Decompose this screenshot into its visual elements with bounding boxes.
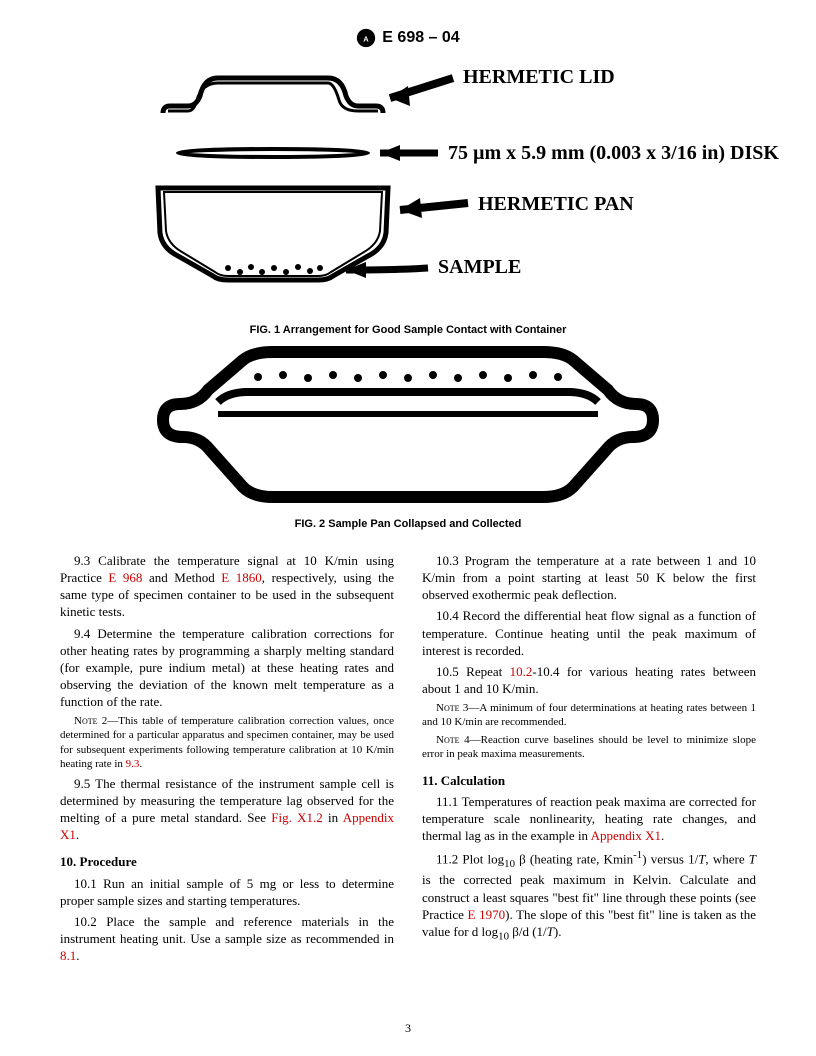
note-3: Note 3—A minimum of four determinations …: [422, 701, 756, 729]
astm-logo-icon: A: [356, 28, 376, 48]
para-11-1: 11.1 Temperatures of reaction peak maxim…: [422, 793, 756, 844]
page-header: A E 698 – 04: [60, 28, 756, 48]
figure-1-svg: [128, 58, 688, 318]
svg-text:A: A: [364, 34, 370, 43]
section-10-head: 10. Procedure: [60, 853, 394, 870]
para-10-3: 10.3 Program the temperature at a rate b…: [422, 552, 756, 603]
para-11-2: 11.2 Plot log10 β (heating rate, Kmin-1)…: [422, 848, 756, 944]
ref-appendix-x1-b[interactable]: Appendix X1: [591, 828, 661, 843]
para-9-4: 9.4 Determine the temperature calibratio…: [60, 625, 394, 711]
note-2: Note 2—This table of temperature calibra…: [60, 714, 394, 770]
right-column: 10.3 Program the temperature at a rate b…: [422, 552, 756, 968]
ref-e968[interactable]: E 968: [108, 570, 142, 585]
left-column: 9.3 Calibrate the temperature signal at …: [60, 552, 394, 968]
fig1-label-pan: HERMETIC PAN: [478, 193, 634, 216]
document-page: A E 698 – 04: [0, 0, 816, 1056]
ref-e1860[interactable]: E 1860: [221, 570, 262, 585]
section-11-head: 11. Calculation: [422, 772, 756, 789]
figure-2-svg: [128, 342, 688, 512]
para-9-5: 9.5 The thermal resistance of the instru…: [60, 775, 394, 844]
figure-1-caption: FIG. 1 Arrangement for Good Sample Conta…: [60, 324, 756, 336]
para-10-5: 10.5 Repeat 10.2-10.4 for various heatin…: [422, 663, 756, 697]
para-10-2: 10.2 Place the sample and reference mate…: [60, 913, 394, 964]
fig1-label-disk: 75 µm x 5.9 mm (0.003 x 3/16 in) DISK: [448, 142, 779, 165]
ref-e1970[interactable]: E 1970: [468, 907, 506, 922]
figure-2: [128, 342, 688, 512]
page-number: 3: [0, 1021, 816, 1036]
para-10-1: 10.1 Run an initial sample of 5 mg or le…: [60, 875, 394, 909]
figure-1: HERMETIC LID 75 µm x 5.9 mm (0.003 x 3/1…: [128, 58, 688, 318]
ref-9-3[interactable]: 9.3: [126, 758, 140, 770]
figure-2-caption: FIG. 2 Sample Pan Collapsed and Collecte…: [60, 518, 756, 530]
fig1-label-sample: SAMPLE: [438, 256, 521, 279]
ref-fig-x1-2[interactable]: Fig. X1.2: [271, 810, 323, 825]
fig1-label-lid: HERMETIC LID: [463, 66, 615, 89]
para-10-4: 10.4 Record the differential heat flow s…: [422, 607, 756, 658]
note-4: Note 4—Reaction curve baselines should b…: [422, 733, 756, 761]
designation-text: E 698 – 04: [382, 29, 459, 47]
ref-10-2[interactable]: 10.2: [510, 664, 533, 679]
ref-8-1[interactable]: 8.1: [60, 948, 76, 963]
para-9-3: 9.3 Calibrate the temperature signal at …: [60, 552, 394, 621]
text-columns: 9.3 Calibrate the temperature signal at …: [60, 552, 756, 968]
